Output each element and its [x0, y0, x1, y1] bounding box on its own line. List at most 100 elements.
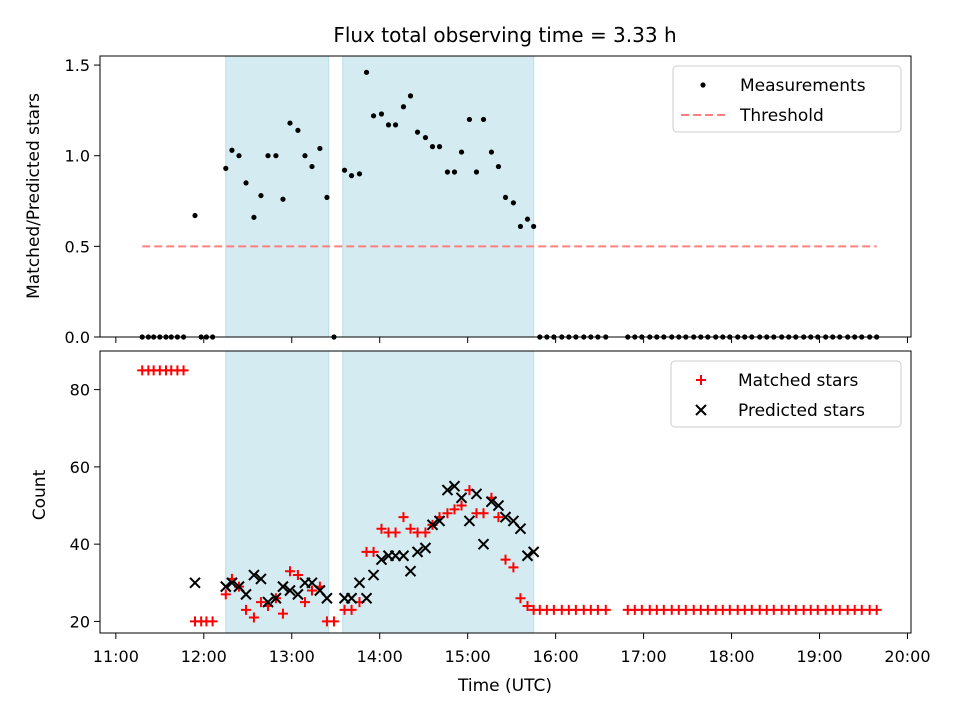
measurement-point — [473, 169, 480, 175]
legend-label: Matched stars — [738, 371, 858, 391]
x-tick-label: 11:00 — [93, 647, 139, 666]
legend-label: Measurements — [740, 76, 866, 96]
predicted-star-point — [514, 522, 527, 535]
legend: Measurements Threshold — [672, 65, 902, 133]
predicted-star-point — [292, 588, 304, 601]
measurement-point — [480, 116, 487, 123]
measurement-point — [488, 149, 495, 155]
x-tick-label: 16:00 — [533, 647, 579, 666]
measurement-point — [295, 127, 301, 133]
legend-label: Threshold — [739, 106, 824, 126]
x-tick-label: 17:00 — [621, 647, 667, 666]
plot-frame — [99, 350, 912, 634]
legend-marker-predicted — [695, 404, 707, 416]
matched-star-point — [442, 508, 453, 519]
matched-star-point — [449, 504, 460, 515]
matched-star-point — [346, 604, 357, 615]
legend-label: Predicted stars — [738, 401, 865, 421]
matched-star-point — [600, 604, 611, 615]
measurement-point — [229, 147, 235, 153]
matched-star-point — [456, 500, 467, 511]
matched-star-point — [328, 616, 339, 627]
x-tick-label: 20:00 — [884, 647, 930, 666]
y-tick-label: 80 — [70, 381, 90, 400]
measurement-point — [451, 169, 458, 175]
predicted-star-point — [441, 484, 454, 496]
predicted-star-point — [470, 488, 483, 500]
measurement-point — [436, 144, 443, 150]
legend-marker-measurements — [700, 82, 706, 88]
predicted-star-point — [189, 577, 201, 589]
measurement-point — [524, 216, 531, 222]
measurement-point — [341, 167, 348, 173]
measurement-point — [378, 111, 385, 117]
measurement-point — [223, 165, 229, 171]
measurement-point — [265, 153, 271, 159]
predicted-star-point — [521, 550, 534, 562]
predicted-star-point — [360, 592, 373, 604]
measurement-point — [510, 200, 517, 206]
matched-star-point — [220, 589, 231, 600]
measurement-point — [243, 180, 249, 186]
matched-star-point — [277, 608, 288, 619]
predicted-star-point — [411, 546, 424, 558]
measurement-point — [400, 104, 407, 110]
predicted-star-point — [277, 580, 289, 593]
measurement-point — [407, 93, 414, 99]
predicted-star-point — [448, 480, 461, 492]
x-tick-label: 15:00 — [445, 647, 491, 666]
measurement-point — [414, 129, 421, 135]
predicted-star-point — [455, 492, 468, 504]
matched-star-point — [871, 604, 882, 615]
predicted-star-point — [499, 511, 512, 523]
predicted-star-point — [226, 577, 238, 589]
predicted-star-point — [220, 580, 232, 593]
measurement-point — [392, 122, 399, 128]
measurement-point — [444, 169, 451, 175]
panel-top-ratio: 0.0 0.5 1.0 1.5 Measurements Threshold — [65, 55, 912, 347]
measurement-point — [356, 171, 363, 177]
predicted-star-point — [419, 542, 432, 554]
measurement-point — [385, 122, 392, 128]
measurement-point — [287, 120, 293, 126]
measurement-point — [348, 173, 355, 179]
matched-star-point — [515, 593, 526, 604]
predicted-star-point — [240, 588, 252, 601]
matched-star-point — [478, 508, 489, 519]
measurement-point — [309, 163, 315, 170]
predicted-star-point — [426, 519, 439, 531]
observing-window-2 — [342, 350, 535, 634]
measurement-point — [495, 163, 502, 170]
plot-frame — [99, 55, 912, 338]
measurement-point — [517, 223, 524, 230]
matched-star-point — [405, 523, 416, 534]
predicted-star-point — [255, 573, 267, 585]
matched-star-point — [493, 512, 504, 523]
measurement-point — [502, 194, 509, 201]
measurement-point — [258, 192, 264, 199]
predicted-star-point — [433, 515, 446, 527]
x-axis-label: Time (UTC) — [457, 676, 552, 696]
matched-star-point — [178, 365, 189, 376]
measurement-point — [422, 134, 429, 141]
predicted-star-point — [527, 546, 540, 558]
predicted-star-point — [270, 592, 282, 604]
y-tick-label: 0.0 — [65, 328, 90, 347]
predicted-star-point — [404, 565, 417, 577]
y-tick-label: 40 — [70, 535, 90, 554]
measurement-point — [317, 145, 323, 152]
legend-marker-matched — [696, 375, 706, 385]
measurement-point — [302, 153, 308, 159]
matched-star-point — [508, 562, 519, 573]
predicted-star-point — [284, 584, 296, 597]
measurement-point — [236, 153, 242, 159]
matched-star-point — [306, 585, 317, 596]
matched-star-point — [292, 570, 303, 581]
predicted-star-point — [262, 596, 274, 608]
measurement-point — [466, 116, 473, 123]
matched-star-point — [398, 512, 409, 523]
matched-star-point — [390, 527, 401, 538]
matched-star-point — [522, 600, 533, 611]
x-tick-label: 12:00 — [181, 647, 227, 666]
